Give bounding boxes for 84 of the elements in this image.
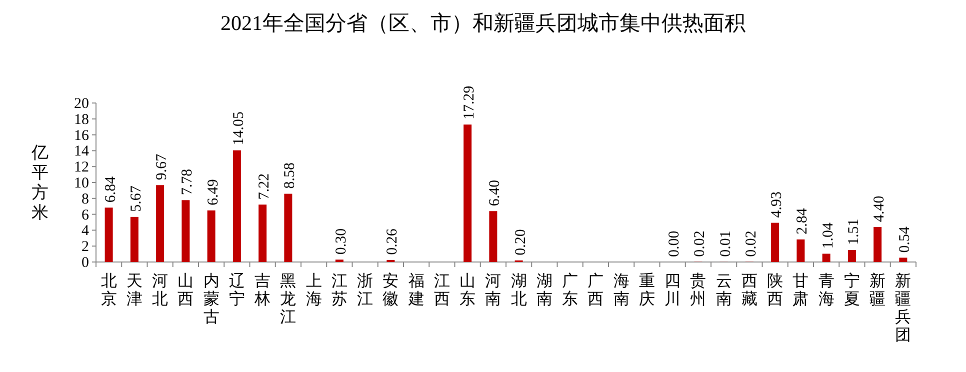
chart-title: 2021年全国分省（区、市）和新疆兵团城市集中供热面积: [220, 11, 746, 35]
data-label: 14.05: [230, 112, 247, 146]
x-tick-label: 四川: [664, 273, 681, 308]
bar: [182, 200, 190, 262]
x-tick-label: 广东: [562, 272, 578, 308]
x-tick-label: 福建: [407, 272, 424, 308]
x-tick-label: 山东: [460, 272, 476, 308]
data-label: 9.67: [154, 153, 170, 180]
x-tick-label: 湖北: [510, 272, 527, 308]
bar: [489, 211, 498, 262]
data-label: 6.40: [487, 180, 504, 206]
y-tick-label: 12: [74, 160, 89, 176]
x-tick-label: 河南: [485, 273, 502, 308]
data-label: 1.04: [820, 222, 836, 249]
bar: [899, 258, 908, 262]
x-tick-label: 江西: [434, 273, 450, 308]
x-tick-label: 陕西: [767, 273, 784, 308]
x-tick-label: 天津: [126, 273, 142, 308]
bar: [258, 204, 267, 262]
y-tick-label: 8: [82, 191, 89, 208]
x-tick-label: 江苏: [331, 273, 348, 308]
bar: [874, 227, 882, 262]
data-label: 1.51: [846, 218, 862, 245]
bar: [284, 194, 292, 262]
x-tick-label: 河北: [152, 273, 168, 308]
data-label: 0.30: [333, 228, 350, 255]
bar: [796, 239, 805, 262]
data-label: 0.02: [743, 230, 760, 257]
y-tick-label: 6: [82, 207, 90, 224]
bar: [104, 208, 113, 262]
y-tick-label: 16: [74, 128, 90, 144]
x-tick-label: 浙江: [357, 272, 374, 308]
y-tick-label: 18: [74, 112, 89, 128]
x-tick-label: 云南: [716, 273, 732, 308]
x-tick-label: 贵州: [690, 272, 706, 308]
data-label: 6.49: [205, 179, 222, 206]
bar: [232, 150, 241, 262]
bar: [464, 124, 472, 262]
data-label: 17.29: [462, 86, 478, 120]
data-label: 4.40: [872, 196, 888, 222]
x-tick-label: 西藏: [741, 273, 758, 308]
x-tick-label: 湖南: [536, 272, 552, 308]
y-tick-label: 2: [82, 239, 89, 256]
x-tick-label: 甘肃: [792, 272, 809, 308]
x-tick-label: 北京: [100, 272, 117, 308]
x-tick-label: 新疆: [870, 272, 886, 308]
x-tick-label: 海南: [613, 273, 630, 308]
data-label: 4.93: [769, 192, 786, 218]
data-label: 5.67: [128, 185, 144, 212]
y-tick-label: 4: [82, 223, 90, 240]
bar: [207, 210, 216, 262]
y-tick-label: 20: [74, 96, 89, 112]
data-label: 0.54: [897, 226, 914, 253]
x-tick-label: 广西: [588, 272, 604, 308]
x-tick-label: 黑龙江: [280, 273, 296, 326]
data-label: 0.00: [666, 230, 683, 257]
data-label: 8.58: [282, 162, 298, 189]
x-tick-label: 山西: [178, 272, 194, 308]
data-label: 6.84: [102, 176, 119, 203]
bar: [822, 254, 830, 262]
x-tick-label: 青海: [818, 272, 834, 308]
bar: [771, 222, 780, 262]
data-label: 7.22: [256, 173, 273, 200]
data-label: 2.84: [794, 208, 811, 234]
y-tick-label: 10: [74, 176, 89, 192]
bar: [156, 185, 164, 262]
bar: [848, 250, 856, 262]
y-axis-title: 亿平方米: [30, 143, 48, 222]
x-tick-label: 辽宁: [228, 272, 245, 308]
data-label: 0.02: [692, 230, 708, 257]
data-label: 0.20: [512, 229, 529, 256]
x-tick-label: 宁夏: [844, 272, 860, 308]
y-tick-label: 0: [82, 255, 89, 271]
x-tick-label: 上海: [306, 272, 322, 308]
data-label: 0.01: [718, 230, 734, 257]
bar: [130, 216, 138, 262]
x-tick-label: 内蒙古: [203, 272, 220, 326]
x-tick-label: 安徽: [382, 272, 399, 308]
y-tick-label: 14: [74, 144, 90, 160]
data-label: 0.26: [384, 228, 401, 255]
x-tick-label: 新疆兵团: [895, 272, 912, 344]
x-tick-label: 重庆: [638, 272, 655, 308]
data-label: 7.78: [180, 168, 196, 196]
x-tick-label: 吉林: [254, 272, 271, 308]
